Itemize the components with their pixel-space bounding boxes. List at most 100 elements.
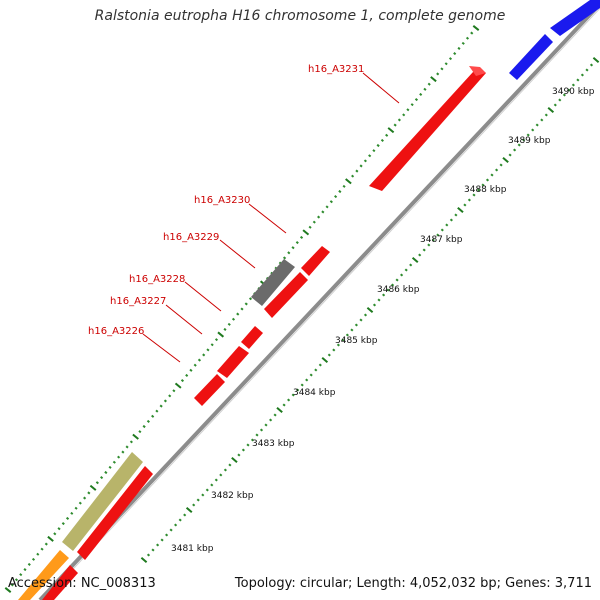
tick-minor [336,343,340,347]
gene-label-h16-a3226[interactable]: h16_A3226 [88,326,144,337]
tick-minor [465,36,470,40]
tick-minor [372,303,377,307]
tick-minor [210,343,214,347]
scale-labels: 3481 kbp 3482 kbp 3483 kbp 3484 kbp 3485… [171,87,595,554]
tick-minor [183,513,187,517]
tick-minor [540,118,544,122]
scale-label: 3484 kbp [293,388,336,398]
tick-minor [291,246,295,250]
tick-minor [163,399,167,403]
scale-label: 3490 kbp [552,87,595,97]
tick-minor [156,543,160,547]
tick-major [89,484,97,491]
tick-minor [168,394,172,398]
gene-red-bottom[interactable] [42,565,78,600]
tick-minor [14,578,19,582]
tick-minor [87,491,91,495]
tick-minor [19,573,23,577]
tick-minor [246,443,250,447]
gene-h16-a3228[interactable] [264,272,308,318]
tick-minor [291,393,295,397]
tick-minor [169,528,173,532]
tick-minor [342,184,346,188]
tick-minor [40,547,44,551]
tick-minor [472,193,476,197]
tick-minor [314,368,318,372]
tick-minor [562,93,566,97]
tick-minor [117,455,121,459]
tick-minor [178,518,182,522]
tick-minor [422,248,426,252]
gene-h16-a3226[interactable] [194,374,225,406]
gene-h16-a3227b[interactable] [241,326,263,349]
tick-minor [414,98,419,102]
tick-minor [10,583,14,587]
tick-minor [589,63,594,67]
tick-major [502,156,509,164]
tick-minor [391,283,395,287]
tick-minor [241,448,245,452]
tick-minor [138,430,142,434]
tick-minor [409,263,413,267]
tick-minor [325,205,329,209]
tick-minor [410,103,414,107]
tick-minor [567,88,571,92]
tick-minor [419,92,423,96]
gene-h16-a3231[interactable] [369,67,486,191]
gene-label-h16-a3231[interactable]: h16_A3231 [308,64,364,75]
tick-minor [440,67,444,71]
gene-h16-a3230[interactable] [301,246,330,276]
tick-major [430,76,437,83]
tick-minor [553,103,557,107]
tick-minor [227,322,231,326]
gene-blue-1[interactable] [509,34,553,80]
tick-minor [23,568,27,572]
tick-minor [309,373,313,377]
gene-label-h16-a3227[interactable]: h16_A3227 [110,296,166,307]
tick-minor [485,178,490,182]
gene-orange[interactable] [18,550,69,600]
tick-minor [74,506,78,510]
tick-minor [495,168,499,172]
tick-minor [44,542,48,546]
tick-minor [95,481,99,485]
gene-h16-a3229[interactable] [251,259,295,306]
tick-minor [174,523,178,527]
tick-minor [223,468,227,472]
tick-minor [228,463,232,467]
gene-blue-2[interactable] [550,0,600,36]
tick-major [47,535,54,542]
tick-minor [332,348,336,352]
tick-minor [418,253,422,257]
tick-minor [453,52,457,56]
tick-major [231,456,238,464]
tick-minor [31,557,36,561]
tick-minor [445,223,449,227]
tick-minor [571,83,575,87]
gene-olive[interactable] [62,452,143,551]
tick-minor [363,313,368,317]
tick-minor [454,213,458,217]
tick-ruler-outer [4,25,480,593]
gene-red-lower[interactable] [77,466,153,560]
tick-minor [385,133,389,137]
gene-h16-a3227[interactable] [217,346,249,378]
scale-label: 3485 kbp [335,336,378,346]
tick-minor [36,552,40,556]
tick-major [140,556,148,564]
tick-major [472,25,480,31]
tick-minor [165,533,169,537]
tick-minor [142,424,146,429]
gene-label-h16-a3230[interactable]: h16_A3230 [194,195,250,206]
tick-minor [522,138,526,142]
tick-minor [368,154,372,158]
gene-label-h16-a3228[interactable]: h16_A3228 [129,274,185,285]
gene-label-h16-a3229[interactable]: h16_A3229 [163,232,219,243]
tick-minor [345,333,349,337]
tick-major [592,56,600,64]
tick-minor [576,78,580,82]
tick-minor [338,189,342,194]
tick-major [366,306,374,314]
tick-minor [287,398,291,402]
tick-minor [526,133,530,137]
